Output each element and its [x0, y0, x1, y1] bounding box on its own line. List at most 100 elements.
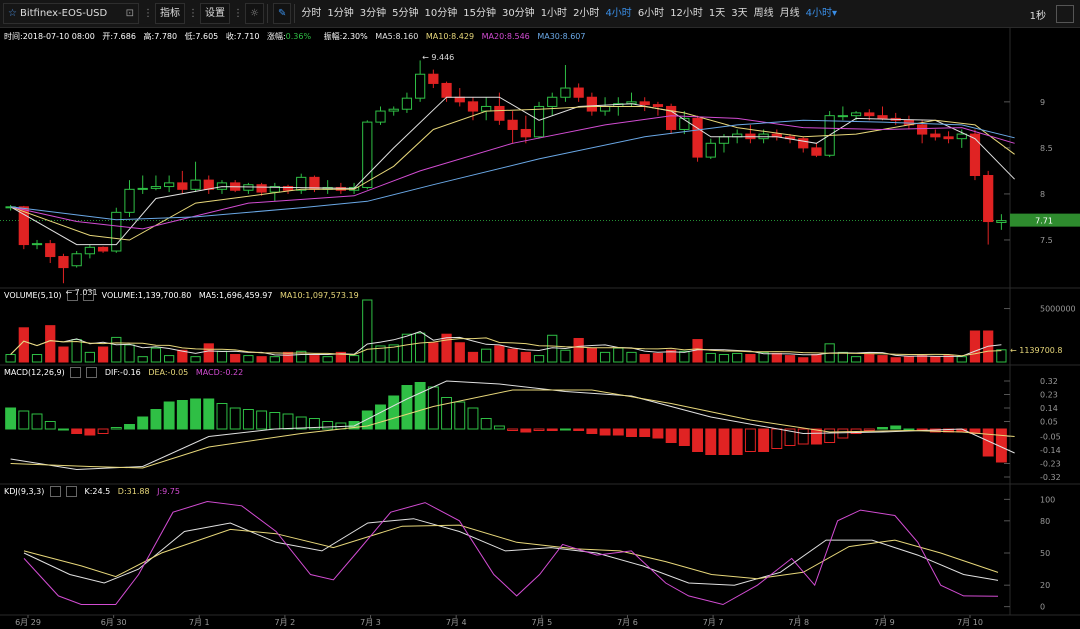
- candle-body-3: [45, 243, 56, 258]
- timeframe-14[interactable]: 周线: [753, 8, 774, 19]
- volume-bar-10: [137, 356, 148, 363]
- volume-bar-56: [745, 354, 756, 363]
- candle-body-12: [164, 182, 175, 188]
- volume-bar-1: [18, 327, 29, 363]
- volume-bar-17: [230, 354, 241, 363]
- macd-bar-45: [599, 428, 611, 436]
- timeframe-4[interactable]: 10分钟: [424, 8, 458, 19]
- timeframe-15[interactable]: 月线: [779, 8, 800, 19]
- more-icon[interactable]: ⋮: [233, 8, 243, 19]
- macd-bar-9: [124, 424, 135, 430]
- volume-bar-32: [428, 342, 439, 363]
- macd-bar-28: [375, 404, 386, 430]
- fullscreen-icon[interactable]: [1056, 5, 1074, 23]
- candle-body-43: [573, 87, 584, 98]
- volume-bar-47: [626, 351, 637, 363]
- macd-bar-43: [573, 428, 585, 431]
- macd-bar-37: [493, 425, 505, 430]
- candle-body-35: [467, 101, 479, 112]
- volume-bar-9: [124, 344, 135, 363]
- timeframe-8[interactable]: 2小时: [573, 8, 600, 19]
- macd-bar-0: [5, 407, 17, 430]
- ma10-line: [10, 106, 1015, 241]
- macd-bar-1: [18, 410, 30, 430]
- more-icon[interactable]: ⋮: [143, 8, 153, 19]
- timeframe-dropdown[interactable]: 4小时▾: [805, 8, 838, 19]
- macd-tick-label-1: 0.23: [1040, 391, 1058, 400]
- indicators-button[interactable]: 指标: [155, 3, 185, 24]
- candle-body-8: [111, 211, 122, 252]
- settings-icon[interactable]: [67, 290, 79, 301]
- draw-pencil-icon[interactable]: ✎: [272, 3, 292, 24]
- timeframe-9[interactable]: 4小时: [605, 8, 632, 19]
- timeframe-6[interactable]: 30分钟: [501, 8, 535, 19]
- timeframe-1[interactable]: 1分钟: [327, 8, 354, 19]
- star-icon[interactable]: ☆: [8, 8, 17, 19]
- candle-body-20: [269, 186, 280, 193]
- macd-bar-15: [203, 398, 215, 430]
- macd-bar-42: [559, 428, 571, 431]
- timeframe-13[interactable]: 3天: [731, 8, 748, 19]
- kdj-tick-label-0: 100: [1040, 495, 1055, 504]
- info-amplitude: 振幅:2.30%: [323, 32, 368, 41]
- timeframe-2[interactable]: 3分钟: [359, 8, 387, 19]
- macd-bar-49: [652, 428, 664, 439]
- macd-header: MACD(12,26,9) DIF:-0.16 DEA:-0.05 MACD:-…: [4, 367, 248, 378]
- macd-bar-24: [322, 421, 334, 430]
- info-high: 高:7.780: [143, 32, 178, 41]
- candle-body-75: [996, 220, 1007, 223]
- macd-bar-60: [797, 428, 809, 445]
- x-axis-label-10: 7月 9: [874, 618, 895, 627]
- x-axis-label-11: 7月 10: [957, 618, 983, 627]
- info-ma10: MA10:8.429: [425, 32, 475, 41]
- volume-bar-4: [58, 346, 69, 363]
- edit-icon[interactable]: ⊡: [125, 8, 134, 19]
- macd-bar-10: [137, 416, 149, 430]
- timeframe-11[interactable]: 12小时: [670, 8, 703, 19]
- timeframe-10[interactable]: 6小时: [637, 8, 665, 19]
- more-icon[interactable]: ⋮: [188, 8, 198, 19]
- kdj-k-line: [23, 518, 999, 586]
- macd-bar-22: [295, 416, 307, 430]
- volume-bar-8: [111, 336, 122, 363]
- volume-bar-38: [507, 348, 518, 363]
- macd-tick-label-7: -0.32: [1040, 473, 1061, 482]
- macd-bar-7: [97, 428, 109, 434]
- x-axis-label-9: 7月 8: [788, 618, 809, 627]
- close-icon[interactable]: [83, 290, 95, 301]
- macd-bar-75: [995, 428, 1007, 463]
- close-icon[interactable]: [65, 486, 77, 497]
- refresh-rate[interactable]: 1秒: [1029, 11, 1046, 22]
- close-icon[interactable]: [86, 367, 98, 378]
- timeframe-3[interactable]: 5分钟: [392, 8, 419, 19]
- volume-bar-63: [837, 351, 848, 363]
- timeframe-0[interactable]: 分时: [301, 8, 322, 19]
- macd-bar-47: [626, 428, 637, 437]
- kdj-d-line: [23, 524, 999, 580]
- price-tick-label-0: 9: [1040, 98, 1045, 107]
- macd-dif-line: [10, 380, 1015, 471]
- macd-tick-label-5: -0.14: [1040, 446, 1061, 455]
- price-info-header: 时间:2018-07-10 08:00 开:7.686 高:7.780 低:7.…: [4, 31, 590, 42]
- kdj-header: KDJ(9,3,3) K:24.5 D:31.88 J:9.75: [4, 486, 185, 497]
- volume-bar-18: [243, 355, 254, 363]
- settings-button[interactable]: 设置: [200, 3, 230, 24]
- timeframe-7[interactable]: 1小时: [540, 8, 568, 19]
- volume-bar-61: [811, 354, 822, 363]
- info-low: 低:7.605: [184, 32, 219, 41]
- candle-body-16: [216, 182, 228, 190]
- settings-icon[interactable]: [49, 486, 61, 497]
- kdj-k: K:24.5: [84, 487, 111, 496]
- volume-bar-42: [560, 349, 571, 363]
- settings-icon[interactable]: [70, 367, 82, 378]
- timeframe-5[interactable]: 15分钟: [463, 8, 496, 19]
- x-axis-label-1: 6月 30: [101, 618, 127, 627]
- timeframe-12[interactable]: 1天: [708, 8, 726, 19]
- symbol-selector[interactable]: ☆ Bitfinex-EOS-USD ⊡: [3, 3, 139, 24]
- macd-bar-62: [824, 428, 836, 443]
- info-ma30: MA30:8.607: [537, 32, 586, 41]
- volume-bar-19: [256, 356, 267, 363]
- volume-bar-60: [798, 357, 809, 363]
- theme-sun-icon[interactable]: ☼: [245, 3, 264, 24]
